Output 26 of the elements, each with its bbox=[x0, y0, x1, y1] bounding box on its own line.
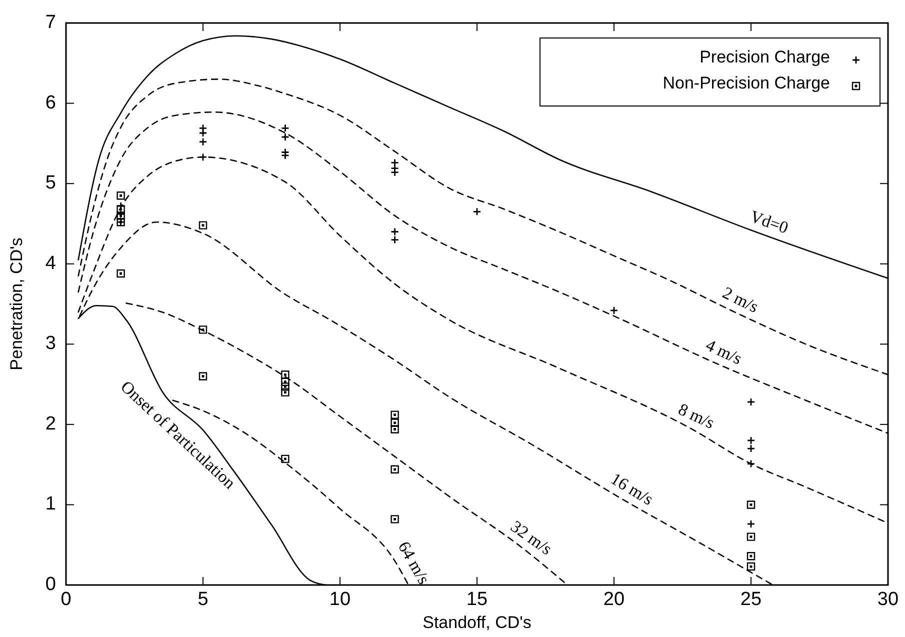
y-axis-title: Penetration, CD's bbox=[7, 238, 26, 370]
y-tick-label: 2 bbox=[45, 413, 56, 434]
x-axis-title: Standoff, CD's bbox=[422, 613, 532, 632]
y-tick-label: 4 bbox=[45, 252, 56, 274]
legend-label: Precision Charge bbox=[700, 47, 830, 66]
y-tick-label: 1 bbox=[45, 494, 56, 515]
x-tick-label: 30 bbox=[877, 589, 899, 610]
x-tick-label: 20 bbox=[603, 589, 625, 610]
text: 64 m/s bbox=[394, 538, 434, 588]
text: Vd=0 bbox=[748, 206, 791, 238]
x-tick-label: 0 bbox=[60, 589, 72, 610]
y-tick-label: 6 bbox=[45, 92, 56, 114]
y-tick-label: 0 bbox=[45, 574, 56, 596]
text: 2 m/s bbox=[720, 283, 762, 317]
x-tick-label: 15 bbox=[466, 589, 488, 610]
text: 8 m/s bbox=[675, 400, 718, 432]
text: 32 m/s bbox=[507, 516, 556, 559]
y-tick-label: 7 bbox=[45, 12, 56, 34]
x-tick-label: 25 bbox=[740, 589, 762, 610]
y-tick-label: 3 bbox=[45, 333, 56, 354]
x-tick-label: 5 bbox=[198, 589, 208, 610]
x-tick-label: 10 bbox=[329, 589, 351, 610]
text: 16 m/s bbox=[607, 469, 657, 510]
text: 4 m/s bbox=[702, 335, 745, 368]
legend-label: Non-Precision Charge bbox=[662, 73, 830, 92]
y-tick-label: 5 bbox=[45, 172, 56, 194]
